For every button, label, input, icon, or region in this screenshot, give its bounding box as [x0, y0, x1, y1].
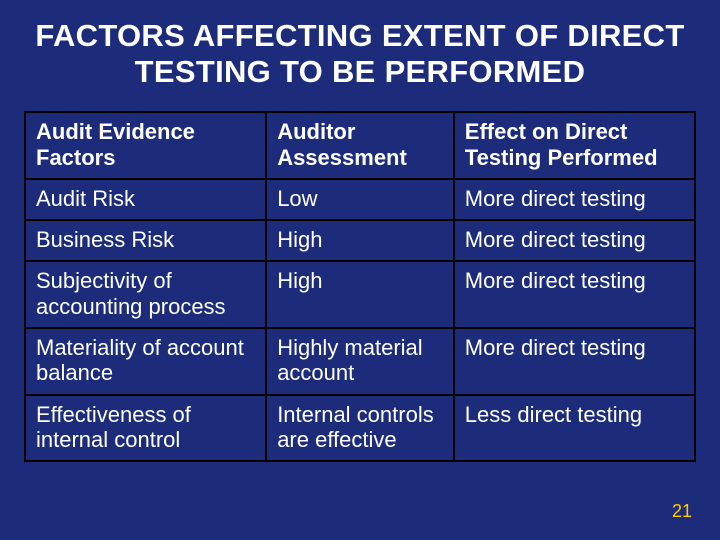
cell-effect: More direct testing — [454, 261, 695, 328]
cell-factor: Materiality of account balance — [25, 328, 266, 395]
cell-factor: Effectiveness of internal control — [25, 395, 266, 462]
slide-container: FACTORS AFFECTING EXTENT OF DIRECT TESTI… — [0, 0, 720, 540]
cell-assessment: High — [266, 220, 454, 261]
cell-assessment: Highly material account — [266, 328, 454, 395]
cell-assessment: Low — [266, 179, 454, 220]
cell-factor: Subjectivity of accounting process — [25, 261, 266, 328]
cell-factor: Audit Risk — [25, 179, 266, 220]
table-row: Materiality of account balance Highly ma… — [25, 328, 695, 395]
cell-effect: More direct testing — [454, 328, 695, 395]
col-header-effect: Effect on Direct Testing Performed — [454, 112, 695, 179]
cell-effect: Less direct testing — [454, 395, 695, 462]
table-row: Effectiveness of internal control Intern… — [25, 395, 695, 462]
cell-assessment: High — [266, 261, 454, 328]
cell-factor: Business Risk — [25, 220, 266, 261]
cell-effect: More direct testing — [454, 179, 695, 220]
table-row: Subjectivity of accounting process High … — [25, 261, 695, 328]
slide-title: FACTORS AFFECTING EXTENT OF DIRECT TESTI… — [24, 18, 696, 89]
col-header-factors: Audit Evidence Factors — [25, 112, 266, 179]
cell-assessment: Internal controls are effective — [266, 395, 454, 462]
table-header-row: Audit Evidence Factors Auditor Assessmen… — [25, 112, 695, 179]
factors-table: Audit Evidence Factors Auditor Assessmen… — [24, 111, 696, 462]
table-row: Business Risk High More direct testing — [25, 220, 695, 261]
col-header-assessment: Auditor Assessment — [266, 112, 454, 179]
cell-effect: More direct testing — [454, 220, 695, 261]
table-row: Audit Risk Low More direct testing — [25, 179, 695, 220]
page-number: 21 — [672, 501, 692, 522]
